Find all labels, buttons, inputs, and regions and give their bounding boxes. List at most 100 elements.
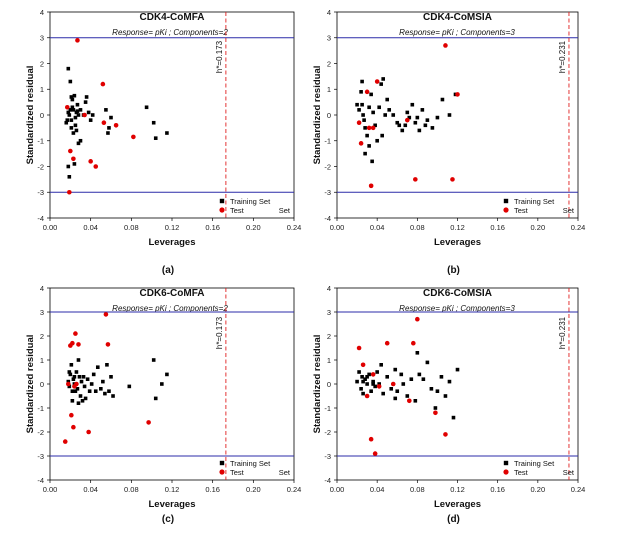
data-point-training (69, 118, 74, 122)
chart-title: CDK4-CoMFA (140, 12, 205, 23)
data-point-test (364, 89, 370, 95)
data-point-training (403, 123, 408, 128)
legend-label-test-suffix: Set (563, 206, 575, 215)
data-point-training (395, 120, 400, 125)
y-tick-label: 2 (327, 59, 331, 68)
x-axis-label: Leverages (148, 499, 195, 510)
data-point-training (420, 108, 425, 112)
data-point-training (153, 136, 158, 140)
legend-marker-test (503, 469, 509, 475)
data-point-training (447, 379, 452, 384)
data-point-training (67, 113, 72, 117)
x-tick-label: 0.20 (531, 223, 546, 232)
data-point-training (83, 396, 88, 401)
data-point-test (370, 372, 376, 377)
y-tick-label: 2 (40, 332, 44, 341)
chart-subtitle: Response= pKi ; Components=2 (112, 28, 228, 37)
data-point-training (67, 175, 72, 179)
data-point-test (70, 340, 75, 346)
data-point-test (455, 92, 460, 97)
data-point-test (72, 384, 77, 389)
data-point-training (153, 396, 158, 401)
data-point-test (443, 432, 448, 437)
data-point-training (357, 370, 361, 374)
data-point-training (399, 372, 404, 377)
y-tick-label: 4 (327, 284, 331, 293)
x-tick-label: 0.12 (450, 223, 465, 232)
data-point-training (78, 108, 83, 112)
data-point-training (415, 351, 420, 355)
y-tick-label: 2 (40, 59, 44, 68)
y-tick-label: -4 (37, 476, 44, 485)
y-tick-label: 0 (40, 111, 44, 120)
data-point-training (76, 358, 81, 362)
data-point-training (103, 391, 107, 396)
data-point-training (88, 118, 93, 122)
y-tick-label: -3 (37, 452, 44, 461)
data-point-training (397, 123, 402, 128)
data-point-training (381, 391, 385, 396)
y-tick-label: 0 (327, 111, 331, 120)
panel-caption: (c) (162, 514, 174, 525)
data-point-test (88, 159, 93, 164)
data-point-training (405, 394, 410, 398)
y-tick-label: -1 (37, 404, 44, 413)
data-point-training (68, 108, 73, 112)
data-point-training (73, 389, 78, 393)
data-point-training (371, 379, 375, 384)
data-point-training (86, 110, 91, 115)
data-point-training (144, 105, 149, 110)
y-tick-label: 4 (327, 8, 331, 17)
data-point-test (370, 125, 376, 131)
x-tick-label: 0.12 (165, 485, 180, 494)
data-point-training (355, 102, 359, 107)
data-point-training (70, 105, 75, 110)
data-point-training (365, 382, 369, 386)
data-point-training (415, 115, 420, 120)
data-point-training (101, 379, 105, 384)
chart-subtitle: Response= pKi ; Components=3 (399, 28, 515, 37)
x-axis-label: Leverages (148, 237, 195, 248)
data-point-training (421, 377, 426, 381)
x-tick-label: 0.16 (205, 485, 220, 494)
data-point-training (70, 389, 75, 393)
data-point-training (375, 370, 379, 374)
data-point-test (146, 420, 151, 425)
legend-label-training: Training Set (230, 459, 271, 468)
legend-marker-test (503, 207, 509, 213)
data-point-training (370, 159, 374, 164)
data-point-training (380, 133, 384, 138)
data-point-training (83, 100, 88, 104)
data-point-training (66, 379, 71, 384)
data-point-test (376, 384, 382, 389)
legend-label-test-suffix: Set (279, 206, 291, 215)
data-point-test (105, 342, 111, 347)
chart-title: CDK6-CoMFA (140, 288, 205, 299)
data-point-training (355, 379, 359, 384)
data-point-training (383, 113, 387, 117)
y-tick-label: 3 (40, 34, 44, 43)
data-point-training (410, 102, 415, 107)
x-tick-label: 0.24 (571, 223, 586, 232)
data-point-training (407, 115, 412, 120)
data-point-training (72, 162, 77, 166)
legend-marker-training (219, 460, 225, 466)
legend-marker-test (219, 207, 225, 213)
data-point-training (423, 123, 428, 128)
data-point-training (451, 415, 456, 420)
data-point-training (367, 372, 371, 377)
data-point-training (455, 367, 460, 372)
data-point-test (131, 134, 136, 140)
data-point-training (365, 375, 369, 379)
data-point-training (371, 382, 375, 386)
data-point-training (90, 113, 95, 117)
data-point-training (417, 372, 422, 377)
data-point-training (68, 372, 73, 377)
panel-caption: (b) (447, 265, 460, 276)
series-training-set (64, 66, 169, 179)
data-point-test (372, 451, 378, 456)
data-point-training (91, 372, 96, 377)
x-tick-label: 0.08 (124, 223, 139, 232)
plot-panel-3: CDK6-CoMFA Response= pKi ; Components=2 h*… (25, 284, 301, 525)
